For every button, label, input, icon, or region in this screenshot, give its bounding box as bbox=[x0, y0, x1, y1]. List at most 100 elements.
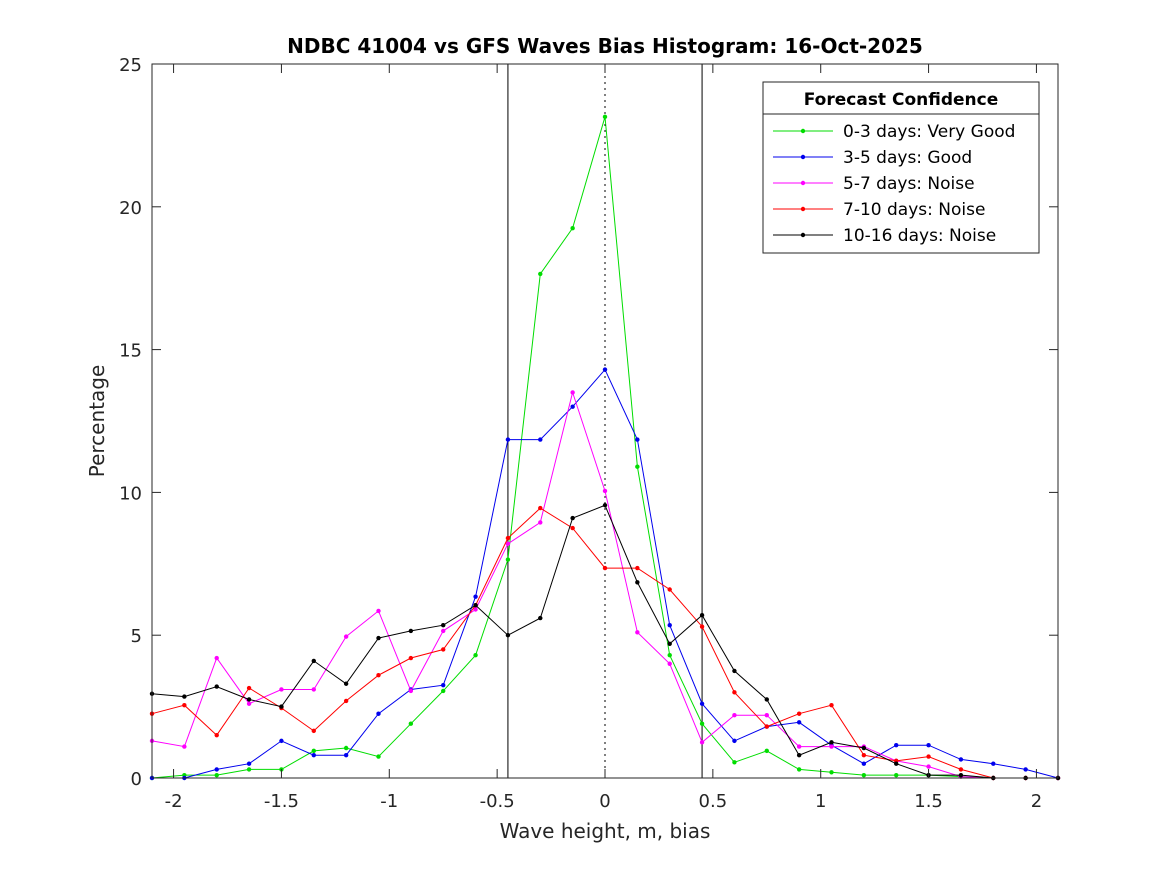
data-point bbox=[246, 697, 252, 702]
data-point bbox=[376, 754, 381, 759]
chart-title: NDBC 41004 vs GFS Waves Bias Histogram: … bbox=[287, 34, 923, 58]
data-point bbox=[764, 712, 769, 718]
x-tick-label: 1 bbox=[815, 791, 826, 812]
data-point bbox=[214, 772, 219, 778]
data-point bbox=[343, 634, 349, 639]
data-point bbox=[699, 701, 705, 706]
legend-entry-3: 7-10 days: Noise bbox=[773, 200, 985, 220]
legend-swatch-marker bbox=[800, 128, 806, 134]
y-tick-label: 25 bbox=[119, 55, 142, 76]
data-point bbox=[441, 688, 446, 694]
legend-entry-2: 5-7 days: Noise bbox=[773, 174, 975, 194]
x-tick-label: 2 bbox=[1031, 791, 1042, 812]
x-tick-label: -1.5 bbox=[264, 791, 299, 812]
data-point bbox=[570, 390, 575, 395]
data-point bbox=[311, 748, 316, 754]
data-point bbox=[764, 724, 769, 729]
data-point bbox=[376, 635, 381, 641]
legend-entry-label: 7-10 days: Noise bbox=[843, 200, 985, 220]
legend-swatch-marker bbox=[800, 232, 806, 238]
data-point bbox=[699, 740, 705, 745]
y-tick-label: 15 bbox=[119, 341, 142, 362]
data-point bbox=[343, 745, 349, 751]
data-point bbox=[796, 711, 802, 716]
data-point bbox=[861, 752, 867, 758]
data-point bbox=[635, 630, 640, 635]
data-point bbox=[894, 772, 899, 778]
data-point bbox=[732, 738, 737, 744]
data-point bbox=[635, 565, 640, 571]
legend: Forecast Confidence 0-3 days: Very Good 3… bbox=[762, 81, 1040, 254]
data-point bbox=[732, 712, 737, 718]
data-point bbox=[699, 624, 705, 629]
data-point bbox=[635, 464, 640, 469]
data-point bbox=[246, 685, 252, 691]
data-point bbox=[570, 515, 575, 521]
data-point bbox=[246, 701, 252, 706]
data-point bbox=[732, 668, 737, 674]
data-point bbox=[538, 505, 543, 511]
data-point bbox=[861, 761, 867, 766]
data-point bbox=[505, 535, 511, 541]
x-tick-label: -1 bbox=[380, 791, 398, 812]
data-point bbox=[311, 728, 316, 734]
data-point bbox=[182, 702, 187, 708]
data-point bbox=[602, 565, 608, 571]
y-tick-label: 10 bbox=[119, 483, 142, 504]
data-point bbox=[602, 114, 608, 120]
data-point bbox=[538, 520, 543, 525]
legend-entry-label: 3-5 days: Good bbox=[843, 148, 972, 168]
data-point bbox=[796, 720, 802, 725]
legend-entry-0: 0-3 days: Very Good bbox=[773, 122, 1015, 142]
data-point bbox=[602, 503, 608, 508]
data-point bbox=[214, 767, 219, 772]
data-point bbox=[376, 672, 381, 678]
data-point bbox=[505, 437, 511, 442]
data-point bbox=[1023, 767, 1028, 772]
legend-swatch-marker bbox=[800, 154, 806, 160]
legend-entry-label: 0-3 days: Very Good bbox=[843, 122, 1015, 142]
data-point bbox=[441, 628, 446, 634]
data-point bbox=[796, 744, 802, 749]
data-point bbox=[764, 748, 769, 754]
data-point bbox=[505, 557, 511, 562]
data-point bbox=[441, 682, 446, 688]
legend-swatch-marker bbox=[800, 180, 806, 186]
data-point bbox=[538, 437, 543, 442]
data-point bbox=[343, 752, 349, 758]
data-point bbox=[926, 764, 931, 769]
data-point bbox=[958, 772, 964, 778]
data-point bbox=[214, 732, 219, 738]
data-point bbox=[829, 770, 834, 775]
x-tick-label: 1.5 bbox=[914, 791, 943, 812]
data-point bbox=[958, 757, 964, 762]
series-2 bbox=[149, 390, 1061, 781]
data-point bbox=[408, 628, 414, 634]
data-point bbox=[732, 760, 737, 765]
data-point bbox=[667, 661, 672, 666]
data-point bbox=[699, 721, 705, 726]
y-tick-label: 0 bbox=[131, 769, 142, 790]
reference-lines bbox=[507, 64, 703, 778]
data-point bbox=[441, 647, 446, 652]
data-point bbox=[473, 594, 478, 599]
data-point bbox=[505, 633, 511, 638]
legend-swatch-marker bbox=[800, 206, 806, 212]
data-point bbox=[182, 694, 187, 699]
data-point bbox=[570, 226, 575, 231]
data-point bbox=[667, 587, 672, 592]
x-tick-label: 0 bbox=[599, 791, 610, 812]
data-point bbox=[343, 698, 349, 704]
data-point bbox=[408, 655, 414, 661]
y-tick-label: 5 bbox=[131, 626, 142, 647]
x-tick-label: -2 bbox=[165, 791, 183, 812]
y-tick-label: 20 bbox=[119, 198, 142, 219]
data-point bbox=[246, 767, 252, 772]
data-point bbox=[958, 767, 964, 772]
data-point bbox=[796, 767, 802, 772]
data-point bbox=[279, 704, 284, 709]
data-point bbox=[635, 580, 640, 585]
data-point bbox=[894, 761, 899, 766]
series-4 bbox=[149, 503, 1061, 781]
data-point bbox=[829, 702, 834, 708]
